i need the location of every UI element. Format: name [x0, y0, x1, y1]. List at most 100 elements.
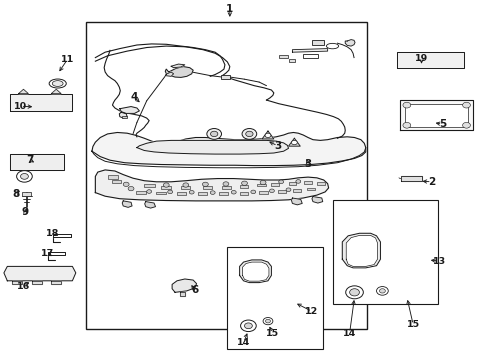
- Circle shape: [462, 102, 469, 108]
- Bar: [156, 192, 166, 194]
- Polygon shape: [10, 94, 72, 111]
- Bar: [122, 116, 126, 118]
- Polygon shape: [311, 197, 322, 203]
- Bar: [256, 184, 265, 186]
- Text: 3: 3: [304, 159, 311, 169]
- Circle shape: [202, 182, 208, 186]
- Circle shape: [462, 122, 469, 128]
- Bar: [181, 186, 189, 189]
- Polygon shape: [292, 49, 327, 52]
- Circle shape: [20, 174, 28, 179]
- Circle shape: [244, 323, 252, 329]
- Circle shape: [402, 102, 410, 108]
- Polygon shape: [137, 140, 288, 154]
- Polygon shape: [288, 138, 300, 146]
- Bar: [304, 181, 311, 184]
- Circle shape: [263, 318, 272, 325]
- Bar: [161, 186, 171, 189]
- Polygon shape: [144, 202, 155, 208]
- Polygon shape: [165, 67, 193, 77]
- Ellipse shape: [52, 81, 63, 86]
- Circle shape: [231, 190, 236, 194]
- Bar: [303, 54, 317, 58]
- Circle shape: [345, 286, 363, 299]
- Text: 1: 1: [226, 4, 233, 14]
- Bar: [219, 192, 227, 195]
- Text: 13: 13: [432, 256, 445, 265]
- Text: 15: 15: [406, 320, 419, 329]
- Bar: [332, 200, 437, 304]
- Circle shape: [250, 190, 255, 194]
- Bar: [144, 184, 155, 187]
- Polygon shape: [346, 235, 377, 266]
- Polygon shape: [400, 176, 421, 181]
- Circle shape: [17, 171, 32, 182]
- Text: 12: 12: [305, 307, 318, 316]
- Circle shape: [376, 287, 387, 295]
- Circle shape: [167, 190, 172, 194]
- Bar: [316, 182, 324, 185]
- Circle shape: [379, 289, 385, 293]
- Text: 2: 2: [427, 177, 434, 187]
- Circle shape: [402, 122, 410, 128]
- Circle shape: [349, 289, 359, 296]
- Polygon shape: [119, 112, 127, 118]
- Text: 16: 16: [17, 282, 30, 291]
- Text: 4: 4: [130, 92, 138, 102]
- Text: 19: 19: [414, 54, 427, 63]
- Bar: [277, 190, 285, 193]
- Bar: [289, 59, 295, 62]
- Bar: [259, 191, 267, 194]
- Circle shape: [210, 191, 215, 194]
- Text: 7: 7: [26, 155, 34, 165]
- Circle shape: [269, 189, 274, 193]
- Polygon shape: [10, 154, 63, 170]
- Polygon shape: [120, 107, 139, 113]
- Circle shape: [163, 183, 169, 187]
- Bar: [306, 188, 314, 190]
- Polygon shape: [165, 72, 173, 76]
- Text: 14: 14: [236, 338, 250, 347]
- Text: 15: 15: [266, 328, 279, 338]
- Polygon shape: [262, 131, 273, 139]
- Polygon shape: [92, 132, 365, 166]
- Polygon shape: [291, 198, 302, 205]
- Polygon shape: [32, 281, 41, 284]
- Circle shape: [123, 182, 129, 186]
- Polygon shape: [95, 170, 328, 201]
- Circle shape: [241, 181, 247, 185]
- Polygon shape: [4, 266, 76, 281]
- Text: 9: 9: [22, 207, 29, 217]
- Polygon shape: [399, 100, 472, 130]
- Text: 5: 5: [438, 119, 445, 129]
- Bar: [136, 191, 145, 194]
- Circle shape: [242, 129, 256, 139]
- Circle shape: [183, 183, 188, 187]
- Text: 18: 18: [46, 229, 60, 238]
- Circle shape: [189, 190, 194, 194]
- Ellipse shape: [49, 79, 66, 88]
- Text: 8: 8: [12, 189, 19, 199]
- Bar: [239, 185, 248, 188]
- Polygon shape: [53, 234, 71, 237]
- Text: 10: 10: [14, 102, 27, 111]
- Bar: [239, 192, 248, 195]
- Circle shape: [295, 180, 300, 183]
- Bar: [177, 192, 185, 195]
- Bar: [311, 40, 324, 45]
- Bar: [112, 180, 121, 183]
- Circle shape: [210, 131, 218, 136]
- Circle shape: [146, 190, 151, 193]
- Bar: [288, 182, 296, 185]
- Text: 17: 17: [41, 249, 55, 258]
- Circle shape: [223, 182, 228, 186]
- Polygon shape: [396, 52, 463, 68]
- Polygon shape: [19, 89, 28, 94]
- Polygon shape: [48, 252, 64, 255]
- Bar: [203, 186, 211, 189]
- Circle shape: [285, 188, 290, 192]
- Bar: [222, 186, 231, 189]
- Bar: [271, 183, 279, 186]
- Polygon shape: [122, 201, 132, 207]
- Bar: [85, 22, 366, 329]
